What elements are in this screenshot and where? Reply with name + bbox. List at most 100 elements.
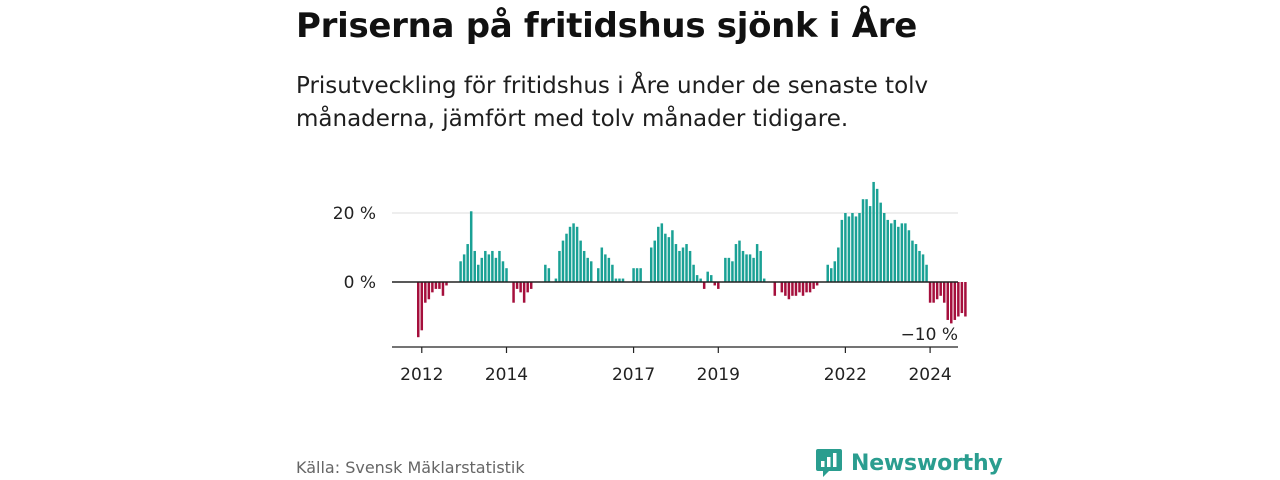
bar-positive bbox=[858, 213, 861, 282]
x-tick-label: 2024 bbox=[908, 365, 951, 385]
bar-positive bbox=[875, 188, 879, 282]
bar-negative bbox=[417, 282, 420, 338]
bar-negative bbox=[519, 282, 522, 293]
brand-name: Newsworthy bbox=[851, 450, 1003, 476]
bar-positive bbox=[635, 268, 639, 282]
bar-negative bbox=[713, 282, 717, 286]
bar-positive bbox=[918, 250, 921, 282]
brand-logo: Newsworthy bbox=[815, 447, 1003, 479]
bar-positive bbox=[558, 250, 561, 282]
bar-negative bbox=[960, 282, 964, 314]
bar-positive bbox=[826, 264, 829, 282]
source-note: Källa: Svensk Mäklarstatistik bbox=[296, 458, 525, 477]
bar-positive bbox=[582, 250, 586, 282]
bar-positive bbox=[547, 268, 551, 282]
bar-positive bbox=[572, 223, 575, 282]
bar-positive bbox=[565, 233, 568, 282]
bar-negative bbox=[957, 282, 960, 317]
bar-positive bbox=[618, 278, 621, 282]
bar-positive bbox=[604, 254, 607, 282]
bar-positive bbox=[664, 233, 667, 282]
bar-negative bbox=[529, 282, 533, 289]
bar-negative bbox=[812, 282, 815, 289]
bar-positive bbox=[579, 240, 582, 282]
bar-negative bbox=[935, 282, 939, 300]
bar-positive bbox=[833, 261, 837, 282]
bar-positive bbox=[473, 250, 476, 282]
bar-positive bbox=[575, 226, 579, 282]
bar-positive bbox=[741, 250, 745, 282]
bar-positive bbox=[657, 226, 660, 282]
bar-negative bbox=[427, 282, 431, 300]
bar-negative bbox=[717, 282, 720, 289]
x-tick-label: 2017 bbox=[612, 365, 655, 385]
bar-negative bbox=[431, 282, 434, 293]
bar-positive bbox=[738, 240, 741, 282]
bar-positive bbox=[890, 223, 893, 282]
bar-positive bbox=[491, 250, 494, 282]
bar-positive bbox=[611, 264, 614, 282]
bar-positive bbox=[731, 261, 734, 282]
bar-negative bbox=[798, 282, 801, 293]
bar-positive bbox=[674, 244, 678, 282]
bar-positive bbox=[632, 268, 635, 282]
bar-positive bbox=[554, 278, 558, 282]
bar-negative bbox=[928, 282, 932, 303]
bar-negative bbox=[420, 282, 424, 331]
bar-positive bbox=[597, 268, 600, 282]
bar-positive bbox=[706, 271, 709, 282]
bar-positive bbox=[685, 244, 688, 282]
chart-title: Priserna på fritidshus sjönk i Åre bbox=[296, 6, 918, 46]
bar-positive bbox=[653, 240, 657, 282]
bar-positive bbox=[505, 268, 508, 282]
bar-positive bbox=[688, 250, 692, 282]
bar-positive bbox=[861, 199, 865, 282]
bar-positive bbox=[727, 257, 731, 282]
bar-positive bbox=[907, 230, 911, 282]
bar-negative bbox=[808, 282, 812, 293]
bar-negative bbox=[434, 282, 438, 289]
bar-negative bbox=[522, 282, 526, 303]
y-tick-label: 0 % bbox=[344, 273, 376, 293]
bar-positive bbox=[886, 219, 889, 282]
bar-positive bbox=[854, 216, 858, 282]
bar-negative bbox=[784, 282, 787, 296]
bar-negative bbox=[953, 282, 957, 320]
bar-positive bbox=[639, 268, 642, 282]
bar-positive bbox=[459, 261, 462, 282]
bar-positive bbox=[914, 244, 918, 282]
bar-positive bbox=[879, 202, 882, 282]
bar-positive bbox=[607, 257, 611, 282]
bar-positive bbox=[748, 254, 752, 282]
bar-positive bbox=[487, 254, 491, 282]
y-tick-label: 20 % bbox=[333, 204, 376, 224]
bar-positive bbox=[681, 247, 685, 282]
bar-positive bbox=[830, 268, 833, 282]
bar-negative bbox=[526, 282, 529, 293]
bar-positive bbox=[709, 275, 713, 282]
bar-positive bbox=[844, 213, 847, 282]
bar-negative bbox=[794, 282, 798, 296]
bar-negative bbox=[942, 282, 946, 303]
bar-positive bbox=[851, 213, 854, 282]
bar-positive bbox=[868, 206, 872, 282]
bar-negative bbox=[815, 282, 819, 286]
bar-negative bbox=[780, 282, 784, 293]
bar-positive bbox=[897, 226, 900, 282]
bar-negative bbox=[964, 282, 967, 317]
x-tick-label: 2014 bbox=[485, 365, 528, 385]
bar-negative bbox=[791, 282, 794, 296]
bar-positive bbox=[724, 257, 727, 282]
bar-positive bbox=[678, 250, 681, 282]
bar-negative bbox=[445, 282, 448, 286]
bar-negative bbox=[805, 282, 808, 293]
bar-negative bbox=[939, 282, 942, 296]
bar-positive bbox=[865, 199, 868, 282]
bar-positive bbox=[544, 264, 547, 282]
bar-positive bbox=[734, 244, 738, 282]
bar-negative bbox=[801, 282, 805, 296]
bar-negative bbox=[424, 282, 427, 303]
bar-positive bbox=[649, 247, 653, 282]
bar-positive bbox=[872, 181, 875, 282]
x-tick-label: 2012 bbox=[400, 365, 443, 385]
